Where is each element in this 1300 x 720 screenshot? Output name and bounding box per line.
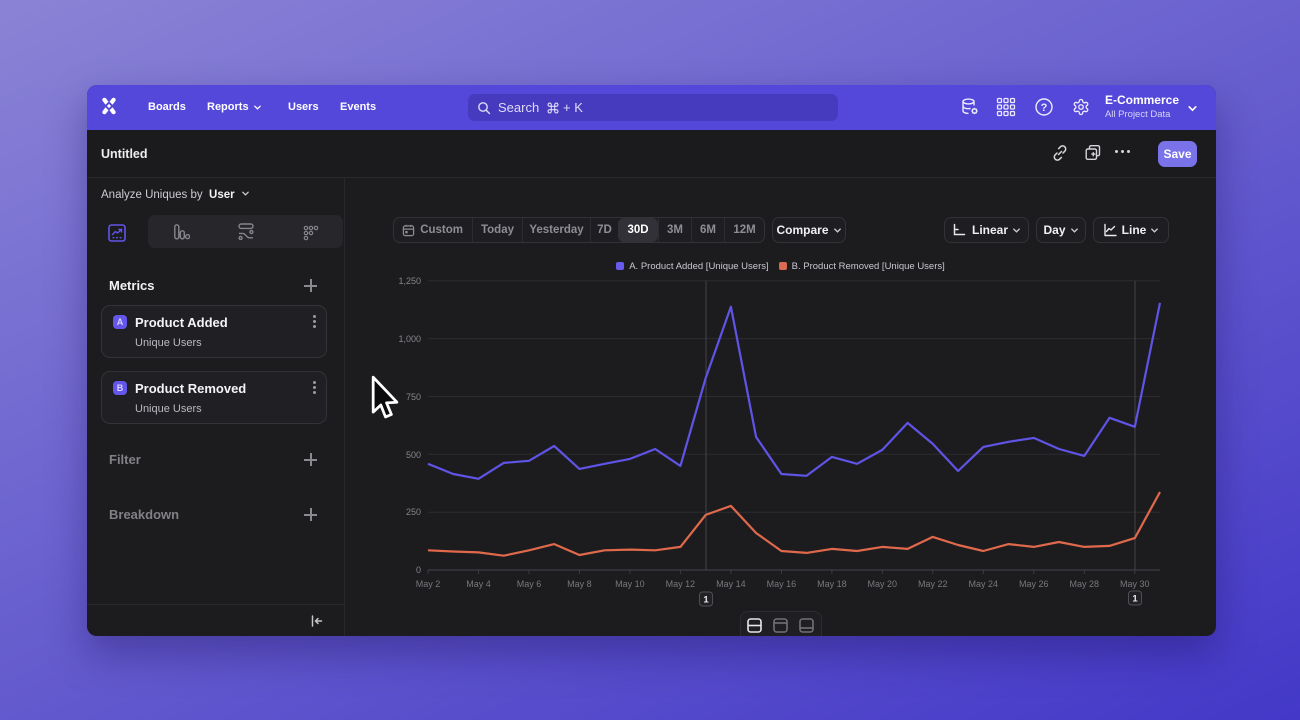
svg-text:1: 1 [1132, 594, 1138, 605]
svg-text:1,000: 1,000 [398, 334, 421, 344]
svg-text:?: ? [1041, 102, 1048, 114]
svg-text:May 30: May 30 [1120, 579, 1150, 589]
svg-text:May 8: May 8 [567, 579, 592, 589]
svg-text:750: 750 [406, 392, 421, 402]
svg-text:0: 0 [416, 565, 421, 575]
svg-text:May 14: May 14 [716, 579, 746, 589]
svg-text:May 4: May 4 [466, 579, 491, 589]
svg-text:May 28: May 28 [1070, 579, 1100, 589]
svg-text:1: 1 [703, 595, 709, 606]
svg-text:May 2: May 2 [416, 579, 441, 589]
svg-text:May 20: May 20 [868, 579, 898, 589]
svg-text:May 12: May 12 [666, 579, 696, 589]
svg-text:May 10: May 10 [615, 579, 645, 589]
svg-text:May 16: May 16 [767, 579, 797, 589]
svg-text:May 24: May 24 [969, 579, 999, 589]
svg-text:May 26: May 26 [1019, 579, 1049, 589]
svg-text:250: 250 [406, 507, 421, 517]
svg-text:May 22: May 22 [918, 579, 948, 589]
svg-text:May 6: May 6 [517, 579, 542, 589]
svg-text:500: 500 [406, 450, 421, 460]
svg-text:1,250: 1,250 [398, 276, 421, 286]
svg-text:May 18: May 18 [817, 579, 847, 589]
